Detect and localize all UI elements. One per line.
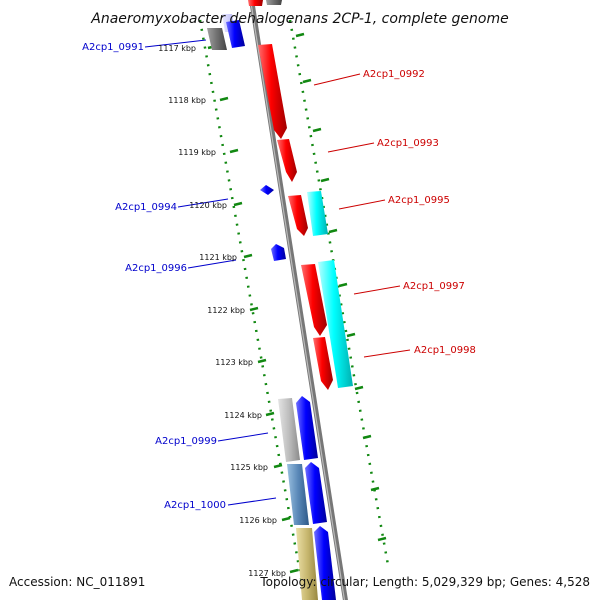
gene-label-right[interactable]: A2cp1_0998 bbox=[414, 345, 476, 356]
tick-label: 1121 kbp bbox=[199, 253, 237, 262]
gene-label-right[interactable]: A2cp1_0997 bbox=[403, 281, 465, 292]
gene-feature-blue-0999[interactable] bbox=[296, 396, 318, 460]
gene-feature-red-0998[interactable] bbox=[313, 337, 333, 390]
gene-feature-darkgray[interactable] bbox=[207, 28, 227, 50]
gene-feature-red[interactable] bbox=[248, 0, 263, 6]
gene-feature-cyan-0998[interactable] bbox=[318, 260, 353, 388]
gene-label-right[interactable]: A2cp1_0993 bbox=[377, 138, 439, 149]
gene-label-left[interactable]: A2cp1_0991 bbox=[82, 42, 144, 53]
gene-label-right[interactable]: A2cp1_0992 bbox=[363, 69, 425, 80]
tick-label: 1124 kbp bbox=[224, 411, 262, 420]
tick-label: 1125 kbp bbox=[230, 463, 268, 472]
gene-label-left[interactable]: A2cp1_0999 bbox=[155, 436, 217, 447]
gene-feature-blue-1000[interactable] bbox=[305, 462, 327, 524]
tick-label: 1122 kbp bbox=[207, 306, 245, 315]
gene-label-left[interactable]: A2cp1_1000 bbox=[164, 500, 226, 511]
gene-feature-red-0993[interactable] bbox=[277, 139, 297, 182]
gene-feature-blue-bottom[interactable] bbox=[314, 526, 336, 600]
tick-label: 1123 kbp bbox=[215, 358, 253, 367]
tick-label: 1120 kbp bbox=[189, 201, 227, 210]
gene-feature-blue-0996[interactable] bbox=[271, 244, 286, 261]
gene-label-left[interactable]: A2cp1_0994 bbox=[115, 202, 177, 213]
tick-label: 1119 kbp bbox=[178, 148, 216, 157]
gene-feature-gray-0999[interactable] bbox=[278, 398, 300, 462]
gene-label-right[interactable]: A2cp1_0995 bbox=[388, 195, 450, 206]
major-tick-marks bbox=[207, 32, 387, 574]
accession-text: Accession: NC_011891 bbox=[9, 575, 145, 589]
gene-feature-gray[interactable] bbox=[266, 0, 282, 5]
tick-label: 1127 kbp bbox=[248, 569, 286, 578]
map-title: Anaeromyxobacter dehalogenans 2CP-1, com… bbox=[90, 11, 508, 27]
label-connectors bbox=[144, 39, 411, 506]
gene-feature-blue-0991[interactable] bbox=[226, 20, 245, 48]
gene-label-left[interactable]: A2cp1_0996 bbox=[125, 263, 187, 274]
gene-feature-khaki[interactable] bbox=[296, 528, 318, 600]
tick-label: 1126 kbp bbox=[239, 516, 277, 525]
genome-summary-text: Topology: circular; Length: 5,029,329 bp… bbox=[259, 575, 590, 589]
tick-label: 1117 kbp bbox=[158, 44, 196, 53]
gene-feature-red-0992[interactable] bbox=[258, 44, 287, 139]
gene-feature-red-0997[interactable] bbox=[301, 264, 327, 336]
gene-feature-cyan-0995[interactable] bbox=[307, 191, 328, 236]
gene-feature-blue-0994[interactable] bbox=[260, 185, 274, 195]
gene-feature-steel-1000[interactable] bbox=[287, 464, 309, 525]
genome-backbone bbox=[249, 0, 348, 600]
right-tick-track bbox=[288, 19, 390, 566]
gene-feature-red-0995[interactable] bbox=[288, 195, 308, 236]
tick-label: 1118 kbp bbox=[168, 96, 206, 105]
